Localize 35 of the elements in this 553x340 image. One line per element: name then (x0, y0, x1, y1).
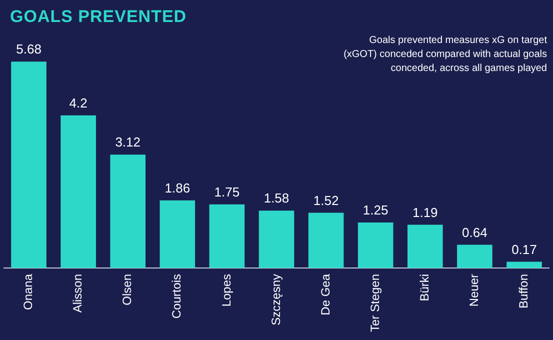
bar (209, 204, 245, 268)
x-tick-label: Szczęsny (268, 274, 283, 326)
bar (160, 200, 196, 268)
data-label: 1.75 (214, 184, 240, 200)
x-tick-label: Ter Stegen (368, 274, 382, 332)
x-tick-label: Alisson (70, 274, 85, 313)
x-tick-label: De Gea (318, 274, 332, 316)
data-label: 3.12 (115, 134, 141, 150)
data-label: 1.58 (264, 190, 290, 206)
bar (258, 210, 294, 268)
chart-title: GOALS PREVENTED (10, 7, 187, 27)
data-label: 1.19 (412, 204, 438, 220)
annotation: Goals prevented measures xG on target (xGOT) conceded compared with actual goals conceded, across all games played (342, 34, 547, 76)
data-label: 4.2 (69, 95, 88, 110)
x-tick-label: Lopes (219, 274, 234, 307)
bar (506, 262, 542, 268)
data-label: 0.64 (462, 224, 488, 240)
x-tick-label: Onana (21, 274, 36, 310)
data-label: 5.68 (16, 42, 42, 57)
bar (457, 244, 492, 268)
bar (110, 154, 146, 268)
x-tick-label: Buffon (516, 274, 531, 308)
data-label: 0.17 (512, 242, 537, 257)
data-label: 1.52 (313, 192, 339, 208)
data-label: 1.25 (362, 202, 388, 218)
bar (358, 222, 394, 268)
x-tick-label: Bürki (417, 274, 432, 302)
bar (11, 62, 46, 268)
x-tick-label: Neuer (466, 274, 481, 307)
data-label: 1.86 (164, 180, 190, 196)
bar (308, 212, 344, 268)
bar (407, 224, 443, 268)
bar (60, 115, 96, 268)
x-tick-label: Olsen (120, 274, 134, 306)
x-tick-label: Courtois (170, 274, 184, 319)
